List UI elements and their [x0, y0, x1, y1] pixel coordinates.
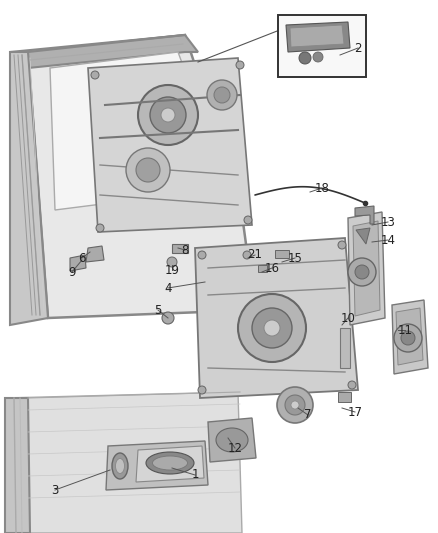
Text: 10: 10	[341, 311, 356, 325]
Bar	[275, 250, 289, 258]
Circle shape	[394, 324, 422, 352]
Circle shape	[167, 257, 177, 267]
Text: 18: 18	[314, 182, 329, 195]
Circle shape	[150, 97, 186, 133]
Ellipse shape	[116, 458, 124, 473]
Text: 2: 2	[354, 42, 362, 54]
Circle shape	[291, 401, 299, 409]
Bar	[258, 265, 267, 272]
Circle shape	[198, 251, 206, 259]
Circle shape	[285, 395, 305, 415]
Text: 17: 17	[347, 406, 363, 418]
Text: 5: 5	[154, 303, 162, 317]
Circle shape	[198, 386, 206, 394]
Circle shape	[136, 158, 160, 182]
Circle shape	[348, 258, 376, 286]
Ellipse shape	[146, 452, 194, 474]
Text: 9: 9	[68, 265, 76, 279]
Ellipse shape	[152, 456, 187, 470]
Polygon shape	[355, 206, 374, 224]
Circle shape	[238, 294, 306, 362]
Polygon shape	[136, 446, 204, 482]
Polygon shape	[286, 22, 350, 52]
Circle shape	[207, 80, 237, 110]
Text: 8: 8	[181, 244, 189, 256]
Text: 21: 21	[247, 248, 262, 262]
Text: 4: 4	[164, 281, 172, 295]
Ellipse shape	[112, 453, 128, 479]
Polygon shape	[195, 238, 358, 398]
Circle shape	[126, 148, 170, 192]
Polygon shape	[86, 246, 104, 262]
Polygon shape	[5, 398, 30, 533]
Text: 19: 19	[165, 263, 180, 277]
Circle shape	[214, 87, 230, 103]
Circle shape	[96, 224, 104, 232]
Text: 3: 3	[51, 483, 59, 497]
Circle shape	[236, 61, 244, 69]
Ellipse shape	[216, 428, 248, 452]
Polygon shape	[5, 392, 242, 533]
Polygon shape	[396, 308, 423, 365]
Polygon shape	[356, 228, 370, 244]
Polygon shape	[50, 52, 228, 210]
Polygon shape	[28, 35, 255, 318]
Circle shape	[244, 216, 252, 224]
Text: 1: 1	[191, 469, 199, 481]
Circle shape	[252, 308, 292, 348]
Circle shape	[161, 108, 175, 122]
Text: 16: 16	[265, 262, 279, 274]
Bar	[172, 244, 188, 253]
Circle shape	[243, 251, 251, 259]
Circle shape	[313, 52, 323, 62]
Circle shape	[91, 71, 99, 79]
Bar	[278, 15, 366, 77]
Circle shape	[162, 312, 174, 324]
Text: 7: 7	[304, 408, 312, 422]
Circle shape	[348, 381, 356, 389]
Polygon shape	[208, 418, 256, 462]
Polygon shape	[10, 52, 48, 325]
Text: 6: 6	[78, 252, 86, 264]
Circle shape	[355, 265, 369, 279]
Circle shape	[299, 52, 311, 64]
Polygon shape	[106, 441, 208, 490]
Polygon shape	[70, 255, 86, 271]
Text: 13: 13	[381, 215, 396, 229]
Circle shape	[138, 85, 198, 145]
Polygon shape	[10, 35, 198, 68]
Bar	[338, 392, 351, 402]
Polygon shape	[88, 58, 252, 232]
Bar	[340, 328, 350, 368]
Polygon shape	[392, 300, 428, 374]
Text: 15: 15	[288, 252, 302, 264]
Text: 12: 12	[227, 441, 243, 455]
Polygon shape	[353, 221, 380, 316]
Text: 14: 14	[381, 233, 396, 246]
Polygon shape	[290, 25, 344, 47]
Text: 11: 11	[398, 324, 413, 336]
Circle shape	[338, 241, 346, 249]
Circle shape	[401, 331, 415, 345]
Circle shape	[277, 387, 313, 423]
Polygon shape	[348, 212, 385, 325]
Circle shape	[264, 320, 280, 336]
